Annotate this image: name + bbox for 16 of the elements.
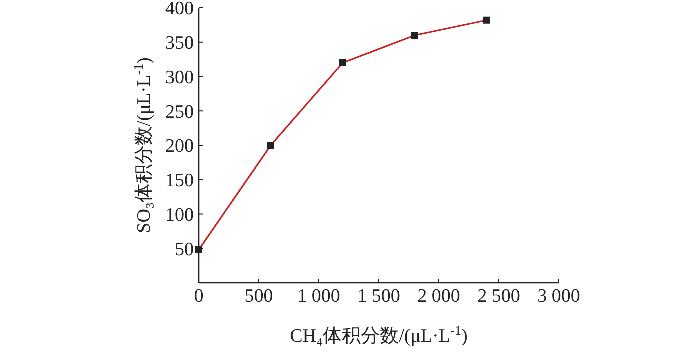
y-tick-label: 400	[166, 0, 194, 20]
x-tick-label: 1 500	[358, 286, 400, 307]
y-tick-label: 350	[166, 33, 194, 54]
x-tick-label: 2 500	[478, 286, 520, 307]
x-axis-title: CH₄体积分数/(μL·L$^{-1}$)	[290, 322, 468, 347]
y-tick-label: 100	[166, 204, 194, 226]
x-tick-label: 0	[194, 286, 204, 307]
x-tick-label: 3 000	[538, 286, 580, 307]
y-tick-label: 250	[166, 102, 194, 123]
y-tick-label: 50	[175, 239, 194, 260]
x-tick-label: 500	[244, 286, 274, 307]
x-tick-label: 1 000	[298, 286, 340, 307]
y-tick-label: 150	[166, 170, 194, 192]
y-tick-label: 200	[166, 136, 194, 158]
x-tick-label: 2 000	[418, 286, 460, 307]
y-tick-label: 300	[166, 67, 194, 88]
